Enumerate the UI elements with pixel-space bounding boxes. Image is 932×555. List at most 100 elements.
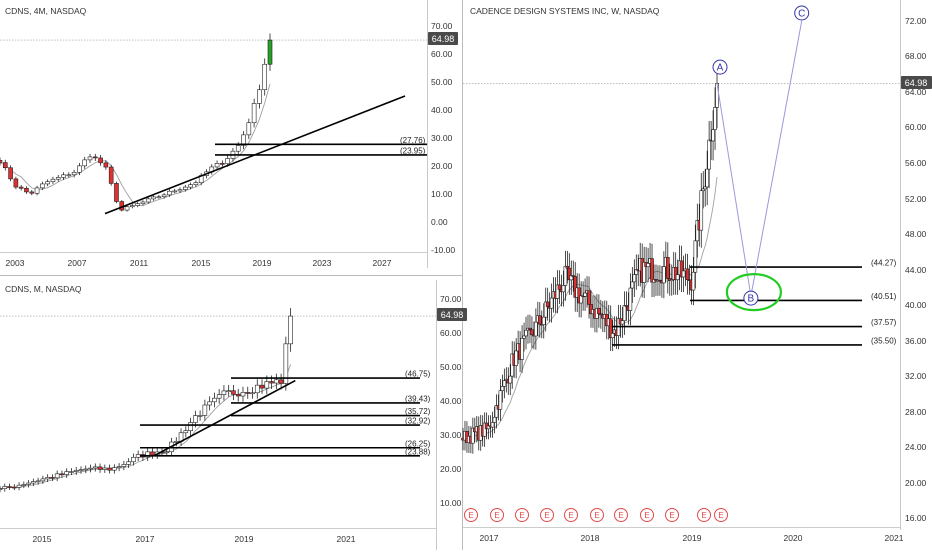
candle-up[interactable] — [183, 187, 187, 189]
candle-up[interactable] — [611, 333, 614, 337]
candle-down[interactable] — [93, 157, 97, 158]
candle-up[interactable] — [40, 184, 44, 188]
candle-up[interactable] — [265, 382, 269, 389]
candle-up[interactable] — [252, 103, 256, 122]
candle-down[interactable] — [686, 269, 689, 280]
candle-up[interactable] — [263, 64, 267, 89]
elliott-wave-path[interactable] — [717, 21, 802, 296]
candle-up[interactable] — [241, 392, 245, 396]
candle-down[interactable] — [60, 474, 64, 475]
candle-up[interactable] — [3, 487, 7, 489]
candle-down[interactable] — [558, 285, 561, 289]
candle-up[interactable] — [67, 175, 71, 176]
candle-down[interactable] — [109, 167, 113, 183]
candle-up[interactable] — [515, 351, 518, 366]
candle-down[interactable] — [538, 316, 541, 324]
candle-up[interactable] — [706, 169, 709, 187]
candle-up[interactable] — [194, 183, 198, 185]
candle-down[interactable] — [270, 382, 274, 384]
candle-up[interactable] — [708, 140, 711, 169]
candle-up[interactable] — [274, 380, 278, 383]
candle-up[interactable] — [89, 468, 93, 469]
candle-down[interactable] — [597, 308, 600, 313]
candle-down[interactable] — [99, 158, 103, 163]
candle-up[interactable] — [36, 481, 40, 482]
candle-down[interactable] — [114, 183, 118, 201]
candle-up[interactable] — [46, 182, 50, 184]
candle-up[interactable] — [623, 306, 626, 321]
candle-up[interactable] — [257, 90, 261, 104]
candle-up[interactable] — [236, 146, 240, 152]
candle-up[interactable] — [215, 163, 219, 167]
candle-up[interactable] — [534, 322, 537, 336]
candle-down[interactable] — [246, 392, 250, 393]
candle-down[interactable] — [30, 192, 34, 193]
candle-up[interactable] — [499, 391, 502, 410]
candle-up[interactable] — [564, 266, 567, 285]
candle-up[interactable] — [631, 282, 634, 288]
candle-up[interactable] — [198, 415, 202, 416]
candle-up[interactable] — [93, 467, 97, 468]
candle-up[interactable] — [72, 172, 76, 174]
candle-up[interactable] — [141, 202, 145, 204]
candle-up[interactable] — [647, 263, 650, 266]
candle-up[interactable] — [662, 267, 665, 283]
candle-up[interactable] — [247, 123, 251, 135]
candle-down[interactable] — [279, 380, 283, 384]
candle-down[interactable] — [150, 452, 154, 455]
candle-up[interactable] — [167, 191, 171, 195]
candle-up[interactable] — [521, 338, 524, 359]
candle-down[interactable] — [50, 477, 54, 478]
candle-up[interactable] — [542, 317, 545, 324]
candle-up[interactable] — [212, 398, 216, 402]
plot-area[interactable]: (27.76)(23.95) — [0, 33, 427, 213]
candle-up[interactable] — [621, 321, 624, 324]
candle-up[interactable] — [79, 470, 83, 471]
candle-up[interactable] — [189, 185, 193, 187]
candle-up[interactable] — [491, 422, 494, 427]
plot-area[interactable]: (46.75)(39.43)(35.72)(32.92)(26.25)(23.8… — [0, 308, 436, 492]
candle-up[interactable] — [676, 275, 679, 280]
candle-up[interactable] — [65, 472, 69, 475]
candle-up[interactable] — [692, 272, 695, 290]
candle-down[interactable] — [666, 257, 669, 278]
candle-up[interactable] — [525, 330, 528, 336]
candle-up[interactable] — [184, 431, 188, 433]
candle-up[interactable] — [189, 423, 193, 431]
candle-up[interactable] — [251, 393, 255, 394]
candle-up[interactable] — [125, 207, 129, 210]
candle-up[interactable] — [629, 288, 632, 310]
candle-down[interactable] — [98, 467, 102, 470]
candle-down[interactable] — [546, 302, 549, 307]
candle-up[interactable] — [162, 195, 166, 197]
candle-up[interactable] — [203, 405, 207, 415]
candle-up[interactable] — [74, 470, 78, 471]
candle-up[interactable] — [56, 177, 60, 179]
candle-down[interactable] — [9, 168, 13, 179]
candle-up[interactable] — [117, 467, 121, 468]
candle-up[interactable] — [584, 293, 587, 296]
candle-up[interactable] — [501, 386, 504, 390]
candle-up[interactable] — [103, 468, 107, 469]
candle-up[interactable] — [62, 175, 66, 178]
candle-up[interactable] — [174, 441, 178, 442]
candle-down[interactable] — [14, 179, 18, 187]
candle-up[interactable] — [503, 381, 506, 387]
candle-up[interactable] — [112, 468, 116, 470]
candle-down[interactable] — [236, 394, 240, 396]
candle-down[interactable] — [3, 163, 7, 168]
candle-up[interactable] — [146, 199, 150, 202]
candle-up[interactable] — [714, 107, 717, 129]
candle-up[interactable] — [51, 179, 55, 181]
candle-down[interactable] — [260, 385, 264, 388]
candle-up[interactable] — [122, 464, 126, 466]
candle-up[interactable] — [509, 376, 512, 383]
candle-up[interactable] — [69, 472, 73, 473]
candle-up[interactable] — [77, 166, 81, 173]
candle-up[interactable] — [22, 485, 26, 486]
candle-up[interactable] — [31, 482, 35, 483]
